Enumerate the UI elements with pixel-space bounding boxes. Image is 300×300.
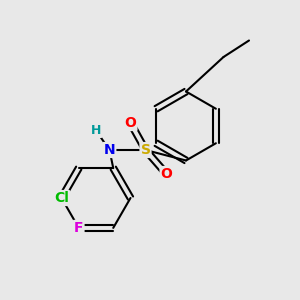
Text: O: O: [160, 167, 172, 181]
Text: O: O: [124, 116, 136, 130]
Text: S: S: [140, 143, 151, 157]
Text: Cl: Cl: [54, 191, 69, 205]
Text: F: F: [74, 221, 83, 235]
Text: N: N: [104, 143, 115, 157]
Text: H: H: [91, 124, 101, 137]
